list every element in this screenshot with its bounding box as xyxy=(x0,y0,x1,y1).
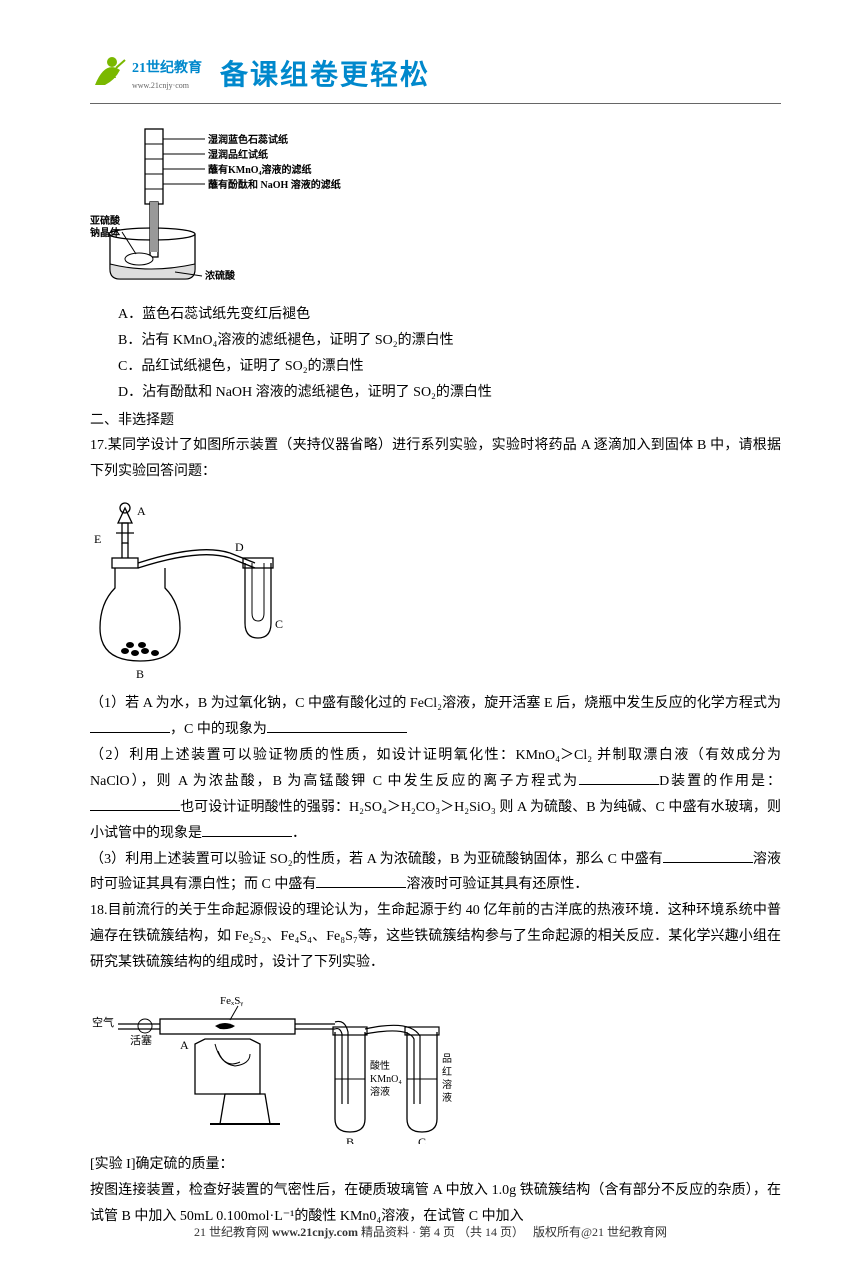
svg-text:钠晶体: 钠晶体 xyxy=(90,226,121,239)
svg-text:E: E xyxy=(94,532,101,546)
q17-p3a: （3）利用上述装置可以验证 SO₂的性质，若 A 为浓硫酸，B 为亚硫酸钠固体，… xyxy=(90,852,663,867)
q17-p2b: D装置的作用是： xyxy=(659,774,781,789)
section-2-title: 二、非选择题 xyxy=(90,408,781,434)
svg-text:KMnO₄: KMnO₄ xyxy=(370,1074,402,1085)
footer-left: 21 世纪教育网 xyxy=(194,1225,269,1239)
q18-exp-title: [实验 I]确定硫的质量： xyxy=(90,1152,781,1178)
svg-text:湿润蓝色石蕊试纸: 湿润蓝色石蕊试纸 xyxy=(208,133,288,146)
footer-mid: 精品资料 · 第 4 页 （共 14 页） xyxy=(361,1225,524,1239)
blank xyxy=(202,823,292,837)
page-footer: 21 世纪教育网 www.21cnjy.com 精品资料 · 第 4 页 （共 … xyxy=(0,1223,861,1240)
q17-p1-text: （1）若 A 为水，B 为过氧化钠，C 中盛有酸化过的 FeCl₂溶液，旋开活塞… xyxy=(90,696,781,711)
svg-text:B: B xyxy=(346,1135,354,1144)
q17-p1-text2: ，C 中的现象为 xyxy=(170,722,267,737)
q17-part2: （2）利用上述装置可以验证物质的性质，如设计证明氧化性：KMnO₄＞Cl₂ 并制… xyxy=(90,743,781,847)
svg-text:湿润品红试纸: 湿润品红试纸 xyxy=(208,148,268,161)
q17-p2c: 也可设计证明酸性的强弱：H₂SO₄＞H₂CO₃＞H₂SiO₃ 则 A 为硫酸、B… xyxy=(90,800,781,841)
svg-text:蘸有KMnO₄溶液的滤纸: 蘸有KMnO₄溶液的滤纸 xyxy=(208,163,312,176)
diagram-q18: 空气 活塞 FeₓSᵧ A 酸性 KMnO₄ 溶液 xyxy=(90,984,781,1144)
option-a: A．蓝色石蕊试纸先变红后褪色 xyxy=(118,302,781,328)
footer-right: 版权所有@21 世纪教育网 xyxy=(533,1225,667,1239)
svg-text:FeₓSᵧ: FeₓSᵧ xyxy=(220,995,243,1007)
svg-text:溶: 溶 xyxy=(442,1078,452,1091)
blank xyxy=(579,771,659,785)
page-content: 湿润蓝色石蕊试纸 湿润品红试纸 蘸有KMnO₄溶液的滤纸 蘸有酚酞和 NaOH … xyxy=(90,124,781,1230)
option-c: C．品红试纸褪色，证明了 SO₂的漂白性 xyxy=(118,354,781,380)
blank xyxy=(663,849,753,863)
diagram-q16: 湿润蓝色石蕊试纸 湿润品红试纸 蘸有KMnO₄溶液的滤纸 蘸有酚酞和 NaOH … xyxy=(90,124,781,294)
svg-text:酸性: 酸性 xyxy=(370,1059,390,1072)
svg-text:B: B xyxy=(136,667,144,681)
svg-text:A: A xyxy=(137,504,146,518)
q17-part3: （3）利用上述装置可以验证 SO₂的性质，若 A 为浓硫酸，B 为亚硫酸钠固体，… xyxy=(90,847,781,899)
q17-p3c: 溶液时可验证其具有还原性． xyxy=(406,877,588,892)
svg-text:亚硫酸: 亚硫酸 xyxy=(90,214,121,227)
svg-text:活塞: 活塞 xyxy=(130,1033,152,1047)
blank xyxy=(90,797,180,811)
svg-text:红: 红 xyxy=(442,1065,452,1078)
q17-part1: （1）若 A 为水，B 为过氧化钠，C 中盛有酸化过的 FeCl₂溶液，旋开活塞… xyxy=(90,691,781,743)
svg-text:液: 液 xyxy=(442,1091,452,1104)
banner-text: 备课组卷更轻松 xyxy=(220,53,430,93)
q18-stem: 18.目前流行的关于生命起源假设的理论认为，生命起源于约 40 亿年前的古洋底的… xyxy=(90,898,781,976)
svg-text:蘸有酚酞和 NaOH 溶液的滤纸: 蘸有酚酞和 NaOH 溶液的滤纸 xyxy=(208,178,341,191)
svg-text:A: A xyxy=(180,1038,189,1052)
svg-text:品: 品 xyxy=(442,1053,452,1065)
blank xyxy=(316,874,406,888)
q17-stem: 17.某同学设计了如图所示装置（夹持仪器省略）进行系列实验，实验时将药品 A 逐… xyxy=(90,433,781,485)
page-header: 21世纪教育 www.21cnjy·com 备课组卷更轻松 xyxy=(90,50,781,104)
blank xyxy=(267,719,407,733)
svg-text:溶液: 溶液 xyxy=(370,1085,390,1098)
svg-text:21世纪教育: 21世纪教育 xyxy=(132,59,202,76)
q17-p2d: ． xyxy=(292,826,306,841)
blank xyxy=(90,719,170,733)
svg-text:D: D xyxy=(235,540,244,554)
footer-site: www.21cnjy.com xyxy=(272,1225,358,1239)
svg-text:www.21cnjy·com: www.21cnjy·com xyxy=(132,81,190,90)
option-d: D．沾有酚酞和 NaOH 溶液的滤纸褪色，证明了 SO₂的漂白性 xyxy=(118,380,781,406)
diagram-q17: A E B D C xyxy=(90,493,781,683)
option-b: B．沾有 KMnO₄溶液的滤纸褪色，证明了 SO₂的漂白性 xyxy=(118,328,781,354)
svg-text:浓硫酸: 浓硫酸 xyxy=(205,269,236,282)
svg-text:空气: 空气 xyxy=(92,1015,114,1029)
svg-text:C: C xyxy=(418,1135,426,1144)
svg-text:C: C xyxy=(275,617,283,631)
site-logo: 21世纪教育 www.21cnjy·com xyxy=(90,50,210,95)
